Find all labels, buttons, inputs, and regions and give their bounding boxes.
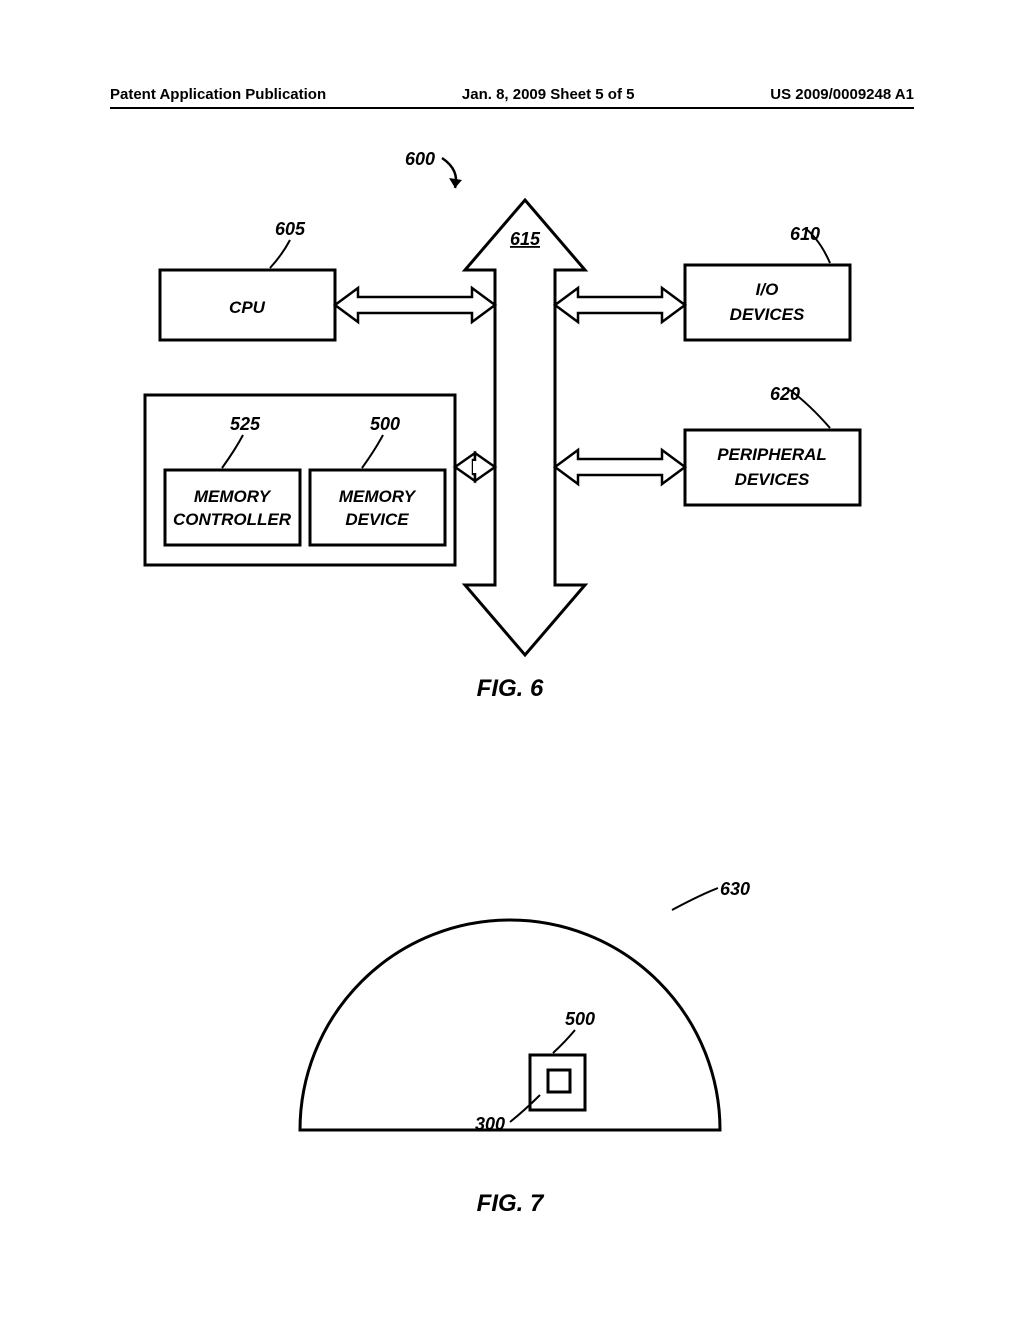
periph-line2: DEVICES <box>735 470 810 489</box>
ref-300: 300 <box>475 1114 505 1134</box>
mem-arrow-right <box>475 453 495 481</box>
io-line1: I/O <box>756 280 779 299</box>
ref-630-group: 630 <box>672 879 750 910</box>
ref-605: 605 <box>275 219 306 239</box>
ref-630: 630 <box>720 879 750 899</box>
ref-500-7: 500 <box>565 1009 595 1029</box>
ref-615: 615 <box>510 229 541 249</box>
io-bus-arrow <box>555 288 685 322</box>
fig7-svg: 630 500 300 <box>110 820 910 1200</box>
figure-7: 630 500 300 FIG. 7 <box>110 820 910 1220</box>
md-line1: MEMORY <box>339 487 417 506</box>
fig7-label: FIG. 7 <box>110 1190 910 1218</box>
memory-container: MEMORY CONTROLLER MEMORY DEVICE <box>145 395 455 565</box>
periph-line1: PERIPHERAL <box>717 445 827 464</box>
header-center: Jan. 8, 2009 Sheet 5 of 5 <box>462 86 635 103</box>
io-line2: DEVICES <box>730 305 805 324</box>
cpu-bus-arrow <box>335 288 495 322</box>
periph-bus-arrow <box>555 450 685 484</box>
md-line2: DEVICE <box>345 510 409 529</box>
ref-610-group: 610 <box>790 224 830 263</box>
wafer <box>300 920 720 1130</box>
cpu-label: CPU <box>229 298 266 317</box>
figure-6: 615 600 CPU 605 <box>110 140 910 660</box>
peripheral-box: PERIPHERAL DEVICES <box>685 430 860 505</box>
ref-600: 600 <box>405 149 435 169</box>
fig6-svg: 615 600 CPU 605 <box>110 140 910 660</box>
fig6-label: FIG. 6 <box>110 675 910 703</box>
ref-525: 525 <box>230 414 261 434</box>
io-devices-box: I/O DEVICES <box>685 265 850 340</box>
header: Patent Application Publication Jan. 8, 2… <box>110 86 914 109</box>
mc-line2: CONTROLLER <box>173 510 292 529</box>
page: Patent Application Publication Jan. 8, 2… <box>0 0 1024 1320</box>
header-left: Patent Application Publication <box>110 86 326 103</box>
ref-525-group: 525 <box>222 414 261 468</box>
ref-600-group: 600 <box>405 149 462 188</box>
ref-620-group: 620 <box>770 384 830 428</box>
ref-610: 610 <box>790 224 820 244</box>
ref-500-group: 500 <box>362 414 400 468</box>
mc-line1: MEMORY <box>194 487 272 506</box>
ref-500: 500 <box>370 414 400 434</box>
ref-605-group: 605 <box>270 219 306 268</box>
header-right: US 2009/0009248 A1 <box>770 86 914 103</box>
die-inner <box>548 1070 570 1092</box>
bus-arrow: 615 <box>465 200 585 655</box>
cpu-box: CPU <box>160 270 335 340</box>
